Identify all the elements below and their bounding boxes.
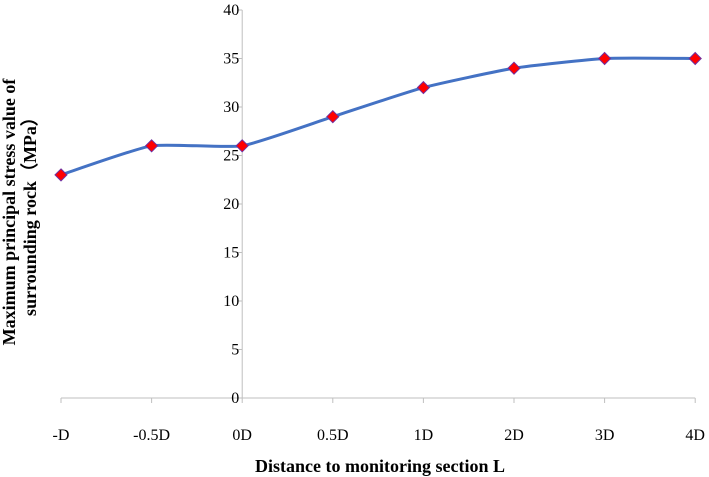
axes: [60, 9, 696, 403]
x-tick-label: -0.5D: [133, 427, 170, 444]
y-tick-label: 5: [231, 342, 239, 359]
x-tick-label: 2D: [504, 427, 524, 444]
x-axis-title: Distance to monitoring section L: [255, 456, 505, 476]
x-tick-label: 0.5D: [317, 427, 349, 444]
data-point-marker: [688, 51, 702, 66]
data-point-marker: [507, 61, 521, 75]
x-tick-label: -D: [53, 427, 70, 444]
y-tick-label: 15: [223, 245, 239, 262]
data-point-marker: [144, 139, 159, 153]
y-tick-label: 20: [223, 196, 239, 213]
x-tick-label: 4D: [685, 427, 705, 444]
y-tick-label: 0: [231, 390, 239, 407]
y-tick-label: 40: [223, 2, 239, 19]
y-tick-label: 10: [223, 293, 239, 310]
series: [54, 51, 702, 182]
series-line: [59, 56, 697, 177]
data-point-marker: [416, 80, 431, 95]
x-tick-label: 1D: [414, 427, 434, 444]
x-tick-label: 3D: [595, 427, 615, 444]
y-tick-label: 25: [223, 148, 239, 165]
y-tick-label: 35: [223, 51, 239, 68]
data-point-marker: [326, 109, 340, 124]
y-axis-title-line-1: Maximum principal stress value of: [0, 78, 19, 346]
y-axis-title-line-2: surrounding rock（MPa）: [20, 108, 40, 316]
tick-labels: -D -0.5D 0D 0.5D 1D 2D 3D 4D 0 5 10 15 20 25 30 35 40: [53, 2, 705, 444]
data-point-marker: [597, 51, 612, 66]
data-point-marker: [54, 168, 68, 182]
axis-titles: Distance to monitoring section L Maximum…: [0, 78, 505, 476]
data-point-marker: [235, 139, 249, 153]
x-tick-label: 0D: [232, 427, 252, 444]
y-tick-label: 30: [223, 99, 239, 116]
